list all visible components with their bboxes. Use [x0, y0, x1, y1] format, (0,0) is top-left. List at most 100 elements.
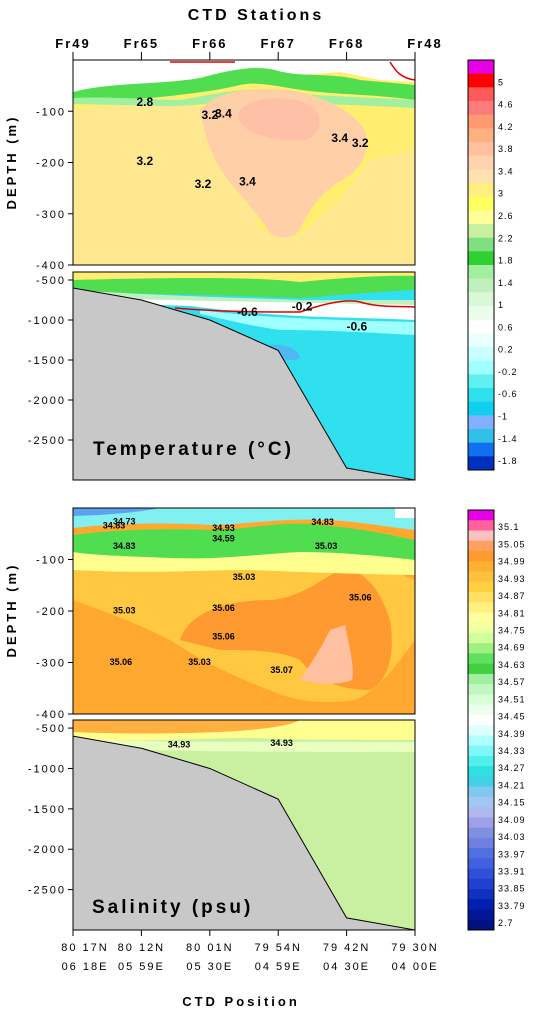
ytick-label: -100 — [36, 555, 66, 567]
temp-upper-warm-core — [200, 89, 368, 238]
colorbar-swatch — [468, 602, 494, 613]
colorbar-swatch — [468, 87, 494, 102]
colorbar-swatch — [468, 128, 494, 143]
colorbar-swatch — [468, 401, 494, 416]
contour-label: -0.6 — [347, 319, 368, 333]
colorbar-swatch — [468, 550, 494, 562]
colorbar-swatch — [468, 360, 494, 375]
ctd-position-ticks: 80 17N 06 18E 80 12N 05 59E 80 01N 05 30E 79 5… — [61, 930, 439, 973]
station-labels: Fr49 Fr65 Fr66 Fr67 Fr68 Fr48 — [55, 36, 442, 60]
position-lon: 05 59E — [118, 961, 165, 973]
sal-deep-frame — [72, 719, 416, 931]
colorbar-swatch — [468, 817, 494, 828]
colorbar-label: 33.91 — [498, 866, 526, 876]
temperature-panel-label: Temperature (°C) — [93, 439, 294, 460]
contour-label: 35.03 — [113, 606, 136, 616]
station-label: Fr67 — [260, 36, 295, 51]
position-lat: 80 12N — [118, 942, 165, 954]
colorbar-swatch — [468, 899, 494, 910]
sal-deep-seafloor — [73, 735, 415, 930]
colorbar-label: 34.33 — [498, 746, 526, 756]
colorbar-frame — [467, 509, 495, 931]
contour-label: 34.93 — [168, 739, 191, 749]
station-label: Fr66 — [192, 36, 227, 51]
colorbar-swatch — [468, 456, 494, 471]
colorbar-label: 34.27 — [498, 763, 526, 773]
colorbar-label: 4.6 — [498, 100, 514, 110]
contour-label: 3.2 — [195, 177, 212, 191]
colorbar-label: 34.57 — [498, 677, 526, 687]
colorbar-swatch — [468, 155, 494, 170]
colorbar-swatch — [468, 622, 494, 634]
colorbar-label: 5 — [498, 77, 504, 87]
salinity-deep-panel — [73, 720, 415, 930]
colorbar-label: 34.99 — [498, 557, 526, 567]
ytick-label: -200 — [36, 158, 66, 170]
colorbar-swatch — [468, 278, 494, 293]
ytick-label: -2000 — [28, 844, 66, 856]
station-label: Fr48 — [407, 36, 442, 51]
ytick-label: -1000 — [28, 763, 66, 775]
contour-label: 2.8 — [136, 95, 153, 109]
colorbar-swatch — [468, 224, 494, 238]
contour-label: 34.83 — [113, 541, 136, 551]
sal-upper-yticks: -100 -200 -300 -400 — [36, 555, 73, 721]
contour-label: 35.06 — [212, 631, 235, 641]
ytick-label: -400 — [36, 260, 66, 272]
colorbar-label: 1.4 — [498, 278, 514, 288]
ytick-label: -300 — [36, 658, 66, 670]
colorbar-label: 3 — [498, 189, 504, 199]
colorbar-label: 35.1 — [498, 522, 520, 532]
contour-label: 35.06 — [110, 657, 133, 667]
colorbar-swatch — [468, 714, 494, 726]
temp-deep-contour-labels: -0.6 -0.2 -0.6 — [237, 299, 367, 333]
colorbar-swatch — [468, 704, 494, 716]
colorbar-swatch — [468, 561, 494, 572]
colorbar-swatch — [468, 374, 494, 389]
contour-label: 34.73 — [113, 516, 136, 526]
temp-upper-yticks: -100 -200 -300 -400 — [36, 106, 73, 272]
colorbar-swatch — [468, 60, 494, 74]
colorbar-label: 34.03 — [498, 832, 526, 842]
contour-label: 35.03 — [188, 657, 211, 667]
station-label: Fr49 — [55, 36, 90, 51]
contour-label: 35.03 — [315, 541, 338, 551]
colorbar-label: 33.85 — [498, 884, 526, 894]
ytick-label: -1500 — [28, 804, 66, 816]
position-lon: 04 00E — [392, 961, 439, 973]
position-lat: 80 17N — [61, 942, 108, 954]
position-lon: 04 30E — [323, 961, 370, 973]
colorbar-swatch — [468, 612, 494, 623]
colorbar-label: -1 — [498, 412, 508, 422]
ytick-label: -1500 — [28, 355, 66, 367]
colorbar-swatch — [468, 292, 494, 307]
colorbar-swatch — [468, 530, 494, 542]
ytick-label: -100 — [36, 106, 66, 118]
temp-upper-green-band — [73, 67, 415, 100]
colorbar-label: 34.93 — [498, 574, 526, 584]
colorbar-label: 4.2 — [498, 122, 514, 132]
contour-label: 34.83 — [103, 521, 126, 531]
colorbar-swatch — [468, 319, 494, 334]
position-lat: 79 54N — [254, 942, 301, 954]
temp-deep-light-cyan — [200, 310, 415, 335]
colorbar-label: 2.7 — [498, 918, 514, 928]
colorbar-swatch — [468, 837, 494, 849]
chart-title: CTD Stations — [188, 7, 324, 24]
position-lat: 80 01N — [186, 942, 233, 954]
colorbar-swatch — [468, 878, 494, 890]
ytick-label: -1000 — [28, 315, 66, 327]
contour-label: 35.06 — [212, 603, 235, 613]
colorbar-label: 35.05 — [498, 539, 526, 549]
ytick-label: -2500 — [28, 435, 66, 447]
position-lon: 05 30E — [186, 961, 233, 973]
contour-label: 3.4 — [215, 106, 232, 120]
contour-label: 3.4 — [331, 131, 348, 145]
temp-deep-yticks: -500 -1000 -1500 -2000 -2500 — [28, 275, 73, 447]
contour-label: 34.83 — [311, 517, 334, 527]
ytick-label: -2500 — [28, 885, 66, 897]
colorbar-swatch — [468, 510, 494, 521]
sal-deep-contour-labels: 34.93 34.93 — [168, 738, 293, 750]
colorbar-swatch — [468, 571, 494, 583]
sal-upper-salty-core — [300, 625, 353, 684]
